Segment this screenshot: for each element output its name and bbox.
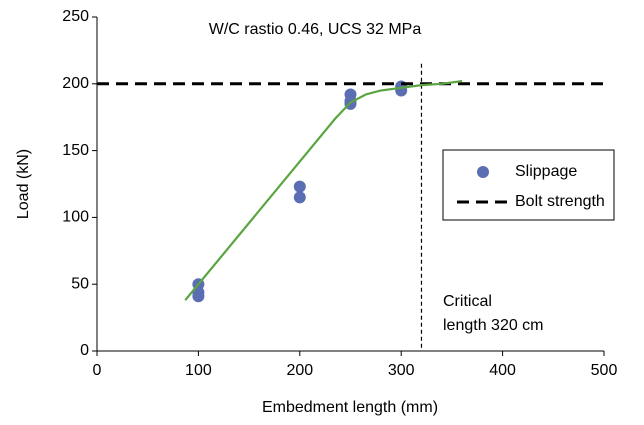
y-tick-label: 0 — [80, 342, 89, 359]
chart-title: W/C rastio 0.46, UCS 32 MPa — [209, 21, 422, 38]
y-tick-label: 250 — [62, 8, 89, 25]
legend-label: Bolt strength — [515, 193, 605, 210]
annotation: Critical — [443, 293, 492, 310]
y-axis-label: Load (kN) — [15, 149, 32, 219]
x-tick-label: 200 — [286, 362, 313, 379]
legend-label: Slippage — [515, 163, 577, 180]
data-point — [293, 191, 306, 204]
data-point — [293, 180, 306, 193]
x-tick-label: 500 — [591, 362, 618, 379]
x-tick-label: 0 — [93, 362, 102, 379]
fit-line — [184, 80, 463, 301]
y-tick-label: 100 — [62, 209, 89, 226]
y-tick-label: 150 — [62, 142, 89, 159]
x-tick-label: 400 — [489, 362, 516, 379]
y-tick-label: 200 — [62, 75, 89, 92]
legend-box — [442, 149, 615, 221]
x-tick-label: 300 — [388, 362, 415, 379]
x-axis-label: Embedment length (mm) — [262, 399, 438, 416]
legend-marker — [477, 166, 489, 178]
annotation: length 320 cm — [443, 317, 544, 334]
y-tick-label: 50 — [71, 275, 89, 292]
data-point — [192, 290, 205, 303]
x-tick-label: 100 — [185, 362, 212, 379]
